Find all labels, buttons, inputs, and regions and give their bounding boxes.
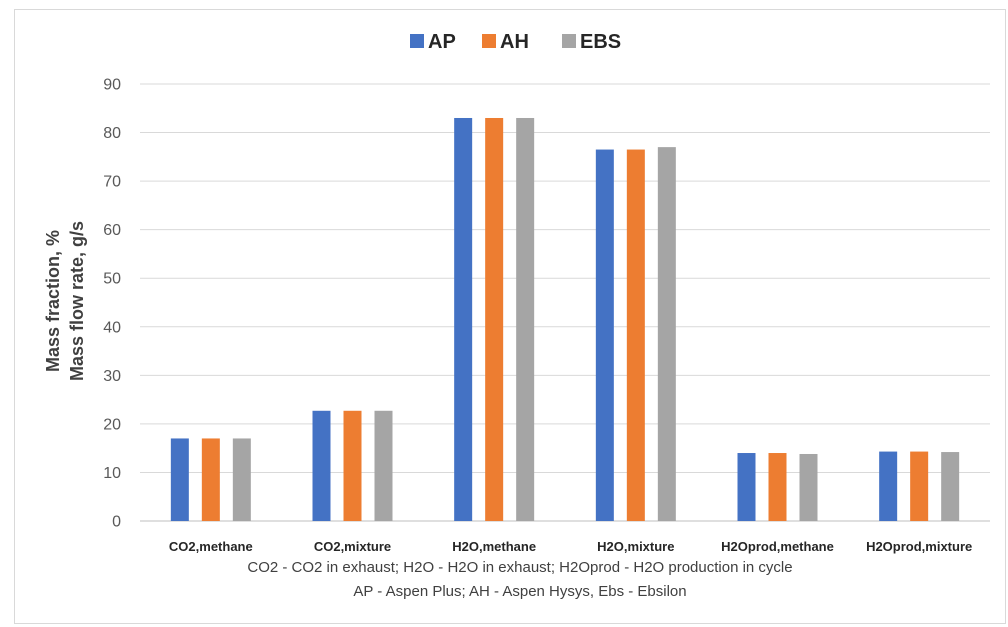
- gridlines: [140, 83, 990, 522]
- legend-label-ebs: EBS: [580, 31, 621, 53]
- bar-ap-3: [595, 149, 614, 522]
- x-category-label: H2O,mixture: [597, 539, 674, 554]
- y-axis-label-line1: Mass fraction, %: [43, 230, 63, 372]
- y-tick-label: 40: [103, 319, 121, 336]
- bar-ebs-5: [941, 452, 960, 521]
- bar-ebs-0: [232, 438, 251, 521]
- footnote-software: AP - Aspen Plus; AH - Aspen Hysys, Ebs -…: [353, 583, 686, 600]
- bar-ebs-2: [516, 117, 535, 521]
- x-category-label: CO2,mixture: [314, 539, 391, 554]
- bar-ap-5: [879, 451, 898, 521]
- bar-ebs-3: [657, 147, 676, 521]
- bar-ah-3: [626, 149, 645, 522]
- x-category-label: H2Oprod,mixture: [866, 539, 972, 554]
- legend-swatch-ebs: [562, 34, 576, 48]
- bar-ah-0: [201, 438, 220, 521]
- y-tick-label: 60: [103, 222, 121, 239]
- x-category-label: H2Oprod,methane: [721, 539, 834, 554]
- footnote-abbreviations: CO2 - CO2 in exhaust; H2O - H2O in exhau…: [247, 559, 792, 576]
- legend-swatch-ap: [410, 34, 424, 48]
- bar-ebs-1: [374, 410, 393, 521]
- y-tick-label: 0: [112, 514, 121, 531]
- bar-ah-5: [910, 451, 929, 521]
- bar-ap-4: [737, 453, 756, 521]
- bars: [170, 117, 960, 522]
- bar-ap-1: [312, 410, 331, 521]
- bar-ebs-4: [799, 453, 818, 521]
- y-tick-label: 10: [103, 465, 121, 482]
- y-tick-label: 80: [103, 125, 121, 142]
- category-labels: CO2,methane CO2,mixture H2O,methane H2O,mix…: [169, 539, 972, 554]
- legend: AP AH EBS: [410, 31, 621, 53]
- bar-ah-4: [768, 453, 787, 521]
- bar-ah-2: [485, 117, 504, 521]
- y-tick-label: 90: [103, 77, 121, 94]
- legend-swatch-ah: [482, 34, 496, 48]
- y-tick-label: 50: [103, 271, 121, 288]
- bar-ah-1: [343, 410, 362, 521]
- y-tick-label: 20: [103, 416, 121, 433]
- bar-ap-2: [454, 117, 473, 521]
- y-tick-labels: 0 10 20 30 40 50 60 70 80 90: [103, 77, 121, 531]
- legend-label-ap: AP: [428, 31, 456, 53]
- legend-label-ah: AH: [500, 31, 529, 53]
- x-category-label: H2O,methane: [452, 539, 536, 554]
- y-tick-label: 70: [103, 174, 121, 191]
- bar-ap-0: [170, 438, 189, 521]
- y-tick-label: 30: [103, 368, 121, 385]
- x-category-label: CO2,methane: [169, 539, 253, 554]
- y-axis-label-line2: Mass flow rate, g/s: [67, 221, 87, 381]
